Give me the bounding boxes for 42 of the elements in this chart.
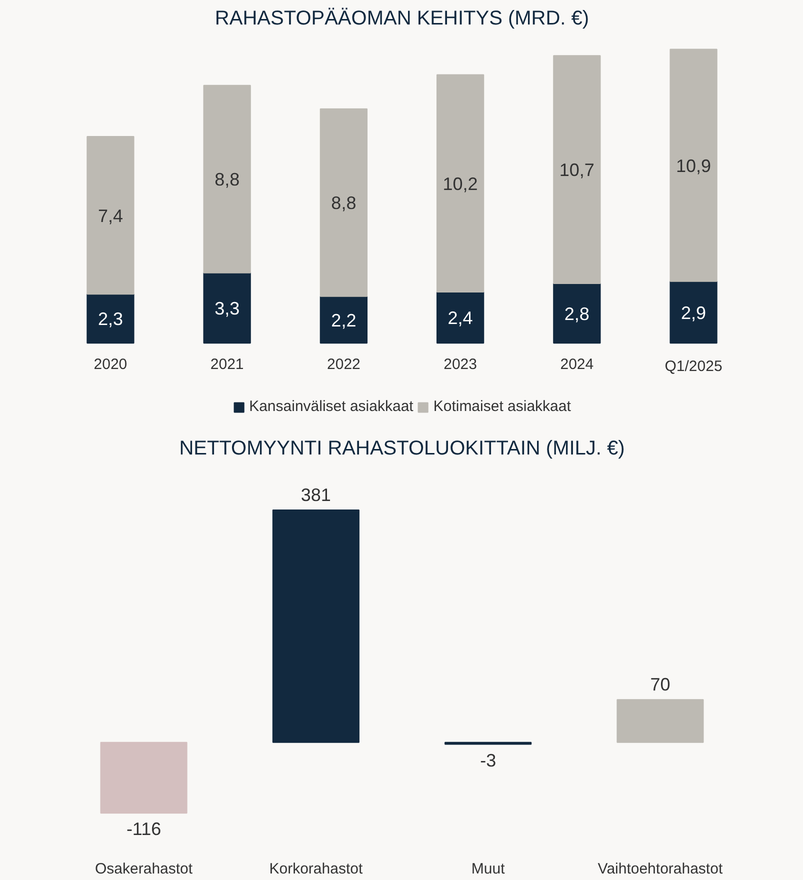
data-label: 381 [300, 484, 331, 505]
bar [320, 296, 368, 344]
bar [436, 292, 484, 344]
data-label: 2,4 [448, 308, 473, 328]
bar [86, 294, 134, 344]
bar [203, 84, 251, 274]
x-tick-label: Osakerahastot [95, 860, 194, 878]
x-tick-label: Korkorahastot [269, 860, 364, 878]
x-tick-label: 2021 [210, 356, 244, 373]
data-label: -116 [126, 819, 162, 840]
data-label: -3 [480, 750, 496, 770]
legend-label: Kansainväliset asiakkaat [249, 398, 414, 415]
x-tick-label: Vaihtoehtorahastot [598, 860, 724, 878]
bar [670, 280, 718, 344]
data-label: 10,2 [442, 174, 478, 194]
x-tick-label: Q1/2025 [664, 358, 722, 375]
data-label: 2,3 [98, 309, 123, 330]
data-label: 3,3 [214, 298, 240, 319]
chart-title: RAHASTOPÄÄOMAN KEHITYS (MRD. €) [214, 8, 590, 30]
x-tick-label: 2020 [94, 356, 128, 373]
x-tick-label: 2022 [327, 356, 360, 373]
data-label: 10,9 [676, 156, 712, 176]
bar [86, 136, 134, 295]
data-label: 10,7 [559, 160, 594, 180]
data-label: 2,8 [564, 304, 590, 324]
data-label: 7,4 [98, 206, 123, 226]
bar [553, 55, 601, 284]
data-label: 2,9 [681, 302, 706, 323]
bar [320, 108, 368, 297]
data-label: 2,2 [331, 310, 356, 330]
bar [203, 272, 251, 344]
x-tick-label: Muut [471, 860, 506, 878]
chart-title: NETTOMYYNTI RAHASTOLUOKITTAIN (MILJ. €) [179, 438, 625, 460]
data-label: 8,8 [214, 170, 240, 190]
bar [670, 48, 718, 282]
x-tick-label: 2024 [560, 356, 594, 373]
data-label: 8,8 [331, 193, 356, 214]
legend-label: Kotimaiset asiakkaat [433, 398, 571, 415]
bar [436, 74, 484, 293]
bar [553, 283, 601, 344]
data-label: 70 [650, 674, 670, 695]
x-tick-label: 2023 [444, 356, 477, 373]
